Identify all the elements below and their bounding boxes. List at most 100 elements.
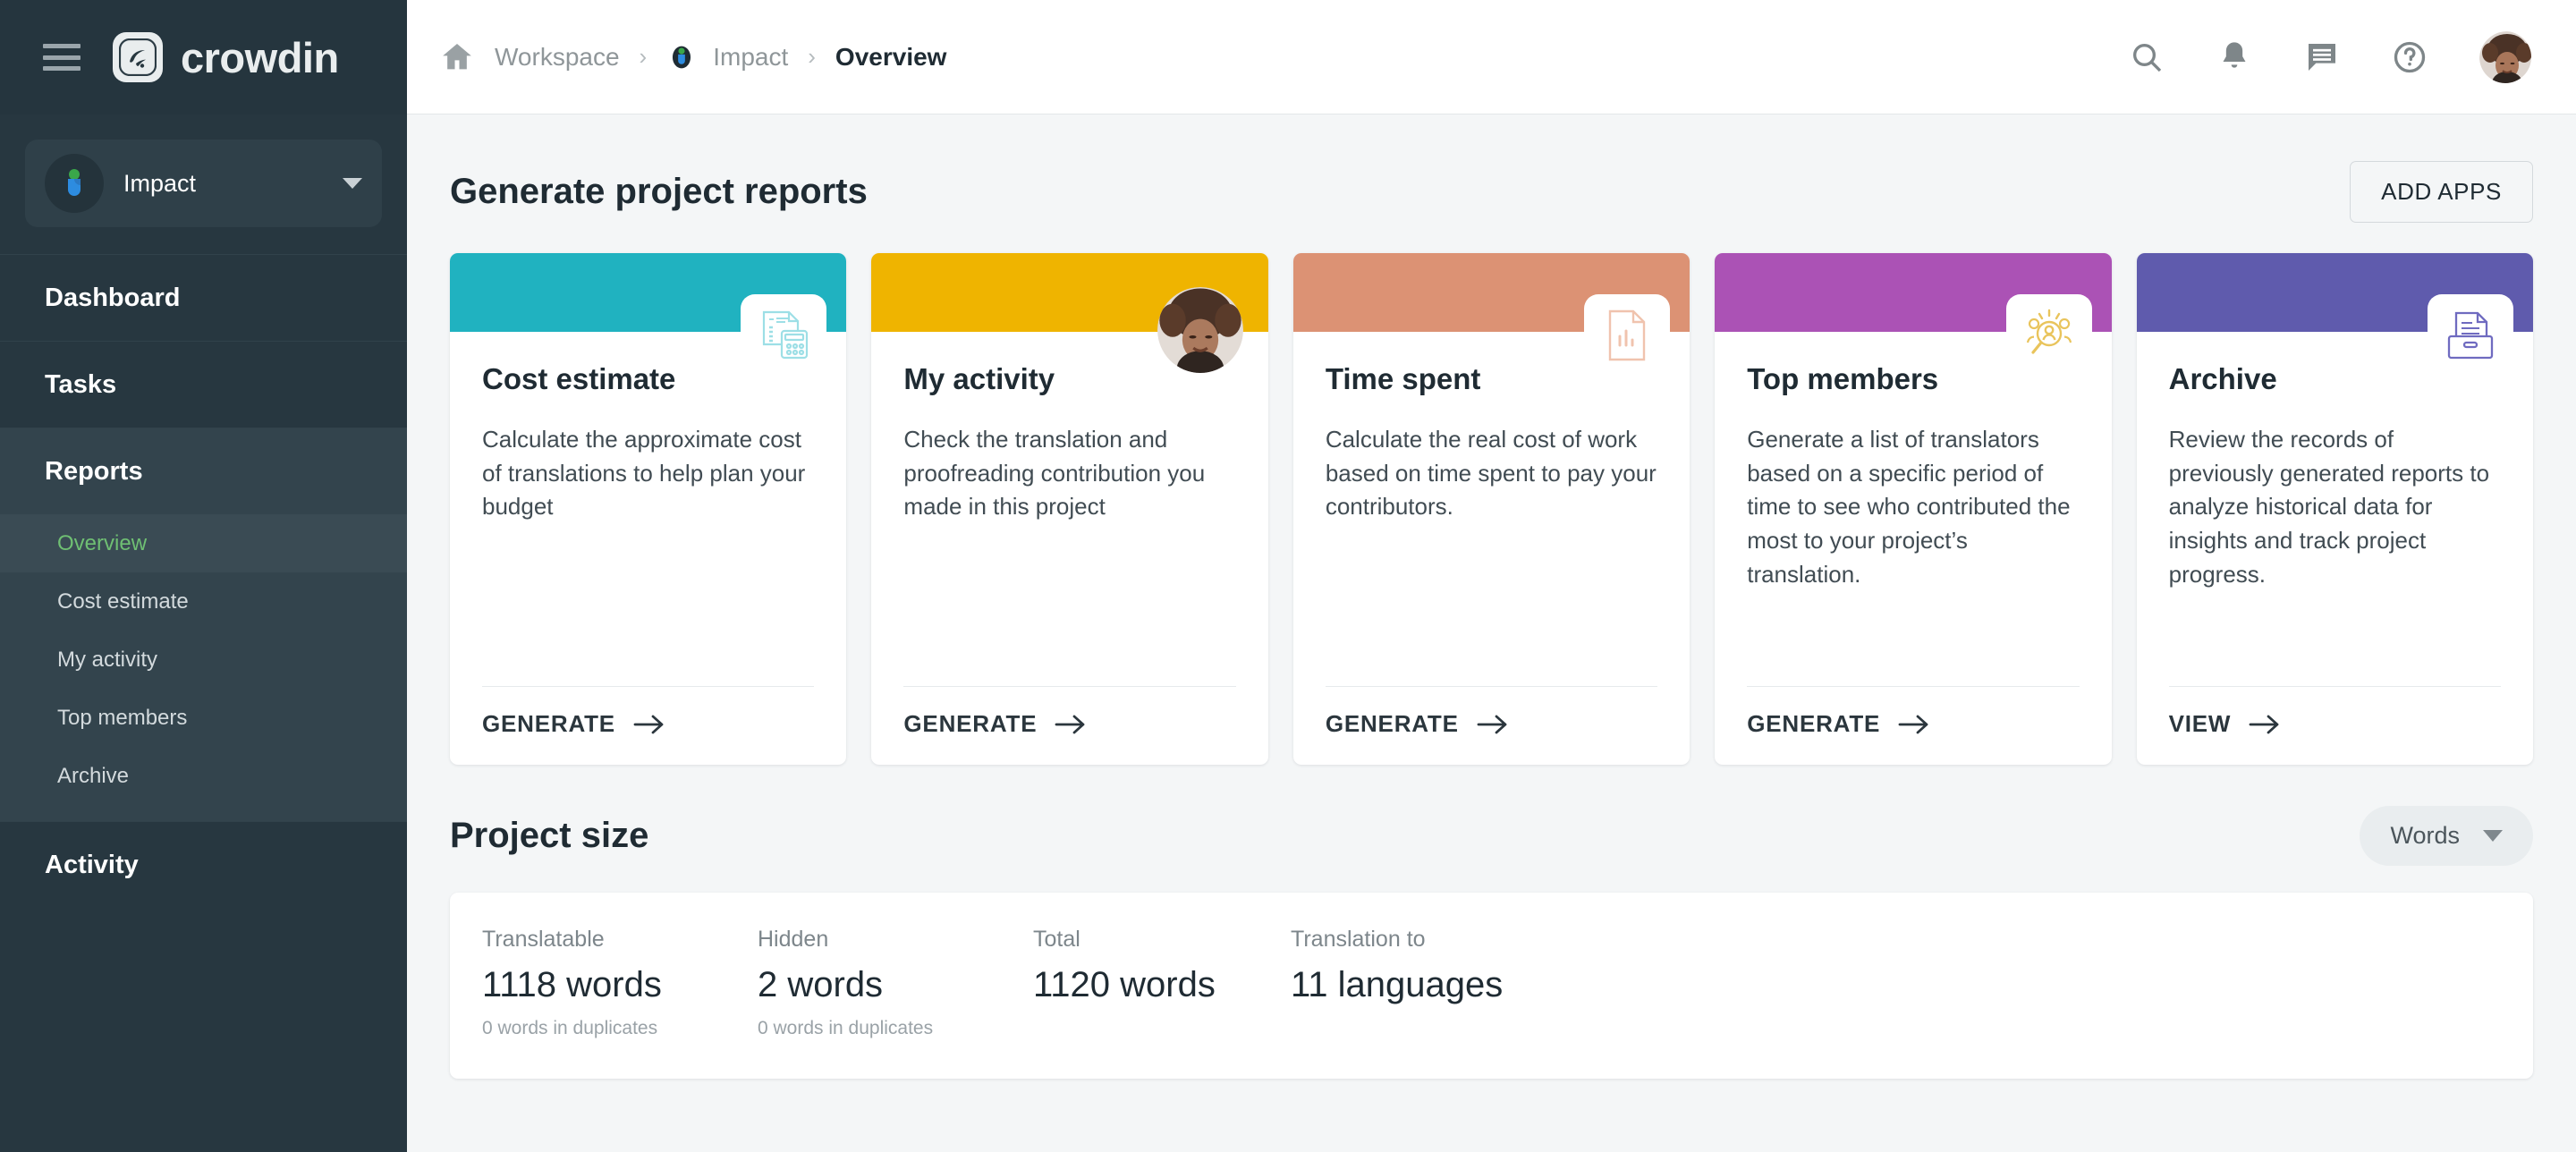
card-cta-label: VIEW [2168,710,2232,737]
report-card-archive[interactable]: Archive Review the records of previously… [2136,253,2534,765]
sidebar-item-label: Dashboard [45,283,181,312]
sidebar-item-top-members[interactable]: Top members [0,689,407,747]
card-cta-label: GENERATE [903,710,1038,737]
card-action[interactable]: GENERATE [903,686,1236,765]
card-cta-label: GENERATE [482,710,615,737]
sidebar-nav: Dashboard Tasks Reports Overview Cost es… [0,254,407,908]
report-card-cost-estimate[interactable]: Cost estimate Calculate the approximate … [450,253,847,765]
card-title: Time spent [1325,362,1481,395]
sidebar-item-overview[interactable]: Overview [0,514,407,572]
sidebar-item-tasks[interactable]: Tasks [0,341,407,428]
card-action[interactable]: GENERATE [1747,686,2080,765]
sidebar-item-reports[interactable]: Reports [0,428,407,514]
sidebar-item-my-activity[interactable]: My activity [0,631,407,689]
project-avatar-icon [45,154,104,213]
sidebar-item-label: Activity [45,850,139,879]
member-search-icon [2005,294,2092,377]
stat-total: Total 1120 words [1033,927,1291,1039]
breadcrumb-project[interactable]: Impact [666,42,788,72]
stat-value: 1118 words [482,965,662,1004]
arrow-right-icon [1477,713,1509,736]
card-title: Cost estimate [482,362,676,395]
card-description: Calculate the approximate cost of transl… [482,426,806,521]
card-body: Time spent Calculate the real cost of wo… [1293,332,1690,765]
card-action[interactable]: VIEW [2168,686,2502,765]
arrow-right-icon [2249,713,2281,736]
bell-icon[interactable] [2215,38,2254,77]
card-description: Calculate the real cost of work based on… [1325,426,1657,521]
help-icon[interactable] [2390,38,2429,77]
sidebar-item-cost-estimate[interactable]: Cost estimate [0,572,407,631]
page-title: Generate project reports [450,172,868,211]
content: Generate project reports ADD APPS [407,114,2576,1152]
sidebar-item-archive[interactable]: Archive [0,747,407,805]
stat-label: Hidden [758,927,829,952]
card-banner [1292,253,1690,377]
invoice-calculator-icon [741,294,827,377]
reports-section-header: Generate project reports ADD APPS [450,161,2533,223]
card-banner [2136,253,2534,377]
home-icon[interactable] [439,39,475,75]
card-title: Top members [1747,362,1939,395]
card-body: My activity Check the translation and pr… [871,332,1267,765]
card-title: Archive [2168,362,2277,395]
chevron-right-icon: › [639,43,648,70]
arrow-right-icon [633,713,665,736]
topbar-actions [2127,29,2533,85]
stat-translatable: Translatable 1118 words 0 words in dupli… [482,927,758,1039]
card-title: My activity [903,362,1055,395]
breadcrumb: Workspace › Impact › Overview [439,39,2127,75]
arrow-right-icon [1055,713,1087,736]
card-action[interactable]: GENERATE [482,686,815,765]
card-action[interactable]: GENERATE [1325,686,1658,765]
project-name: Impact [123,169,197,197]
user-avatar-icon [1157,287,1243,373]
logo-text: crowdin [181,33,339,81]
card-description: Check the translation and proofreading c… [903,426,1206,521]
stat-value: 11 languages [1291,965,1504,1004]
report-card-time-spent[interactable]: Time spent Calculate the real cost of wo… [1292,253,1690,765]
chat-icon[interactable] [2302,38,2342,77]
report-card-my-activity[interactable]: My activity Check the translation and pr… [871,253,1268,765]
card-description: Generate a list of translators based on … [1747,426,2071,588]
sidebar-item-label: Reports [45,456,143,486]
stat-sub: 0 words in duplicates [482,1018,658,1038]
stat-label: Total [1033,927,1080,952]
card-body: Top members Generate a list of translato… [1715,332,2111,765]
card-banner [871,253,1268,373]
breadcrumb-workspace[interactable]: Workspace [495,42,620,71]
avatar[interactable] [2478,29,2533,85]
sidebar-subitem-label: Top members [57,705,188,730]
stat-value: 2 words [758,965,884,1004]
add-apps-button[interactable]: ADD APPS [2350,161,2533,223]
project-size-card: Translatable 1118 words 0 words in dupli… [450,893,2533,1079]
sidebar-item-dashboard[interactable]: Dashboard [0,254,407,341]
search-icon[interactable] [2127,38,2166,77]
project-size-header: Project size Words [450,806,2533,866]
project-switcher[interactable]: Impact [25,140,382,227]
arrow-right-icon [1898,713,1930,736]
crowdin-logo[interactable]: crowdin [113,32,339,82]
stat-translation-to: Translation to 11 languages [1291,927,1666,1039]
report-cards: Cost estimate Calculate the approximate … [450,253,2534,765]
card-description: Review the records of previously generat… [2168,426,2490,588]
unit-selector[interactable]: Words [2360,806,2533,866]
sidebar-header: crowdin [0,0,407,114]
crowdin-logo-icon [113,32,163,82]
stat-hidden: Hidden 2 words 0 words in duplicates [758,927,1033,1039]
card-body: Archive Review the records of previously… [2137,332,2533,765]
sidebar-subitem-label: Overview [57,530,148,555]
stat-label: Translatable [482,927,605,952]
sidebar-item-label: Tasks [45,369,117,399]
card-cta-label: GENERATE [1325,710,1459,737]
unit-selector-value: Words [2390,822,2460,849]
sidebar-item-activity[interactable]: Activity [0,821,407,908]
report-card-top-members[interactable]: Top members Generate a list of translato… [1715,253,2112,765]
sidebar-subitem-label: Cost estimate [57,589,189,614]
sidebar-subitem-label: My activity [57,647,158,672]
sidebar-subnav-reports: Overview Cost estimate My activity Top m… [0,514,407,821]
card-body: Cost estimate Calculate the approximate … [450,332,846,765]
stat-label: Translation to [1291,927,1426,952]
card-cta-label: GENERATE [1747,710,1881,737]
hamburger-icon[interactable] [43,44,80,71]
